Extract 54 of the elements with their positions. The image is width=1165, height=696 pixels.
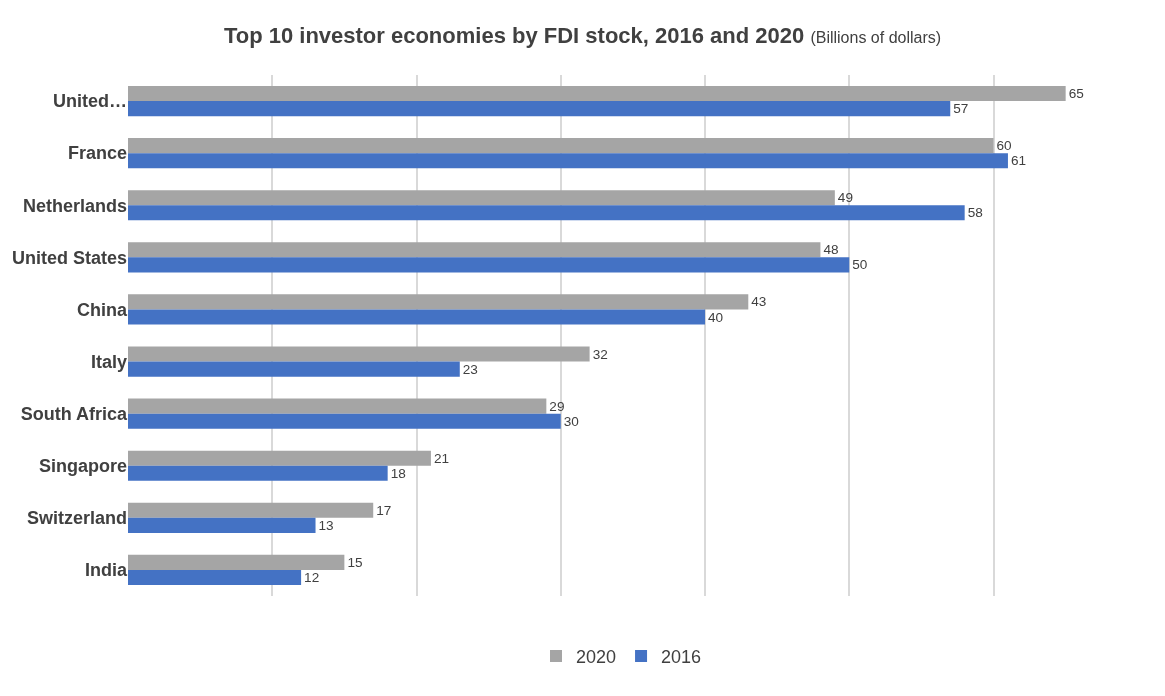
data-label: 58 [967,205,983,221]
data-label: 60 [996,138,1013,154]
data-label: 17 [376,502,392,518]
data-label: 29 [549,398,565,414]
data-label: 30 [563,413,580,429]
y-tick-label: France [67,143,127,164]
bar [128,361,460,377]
y-tick-label: Italy [90,351,127,372]
y-tick-label: Singapore [38,456,127,477]
data-label: 21 [433,450,450,466]
bar [128,190,835,206]
bar [128,413,561,429]
bar [128,205,965,221]
y-tick-label: China [76,299,128,320]
bar [128,398,547,414]
y-tick-label: United… [53,91,127,112]
data-label: 40 [708,309,724,325]
bar [128,85,1066,102]
data-label: 48 [823,242,839,258]
bar [128,257,850,273]
data-label: 50 [852,257,868,273]
bar [128,153,1008,169]
y-tick-label: United States [11,247,127,268]
bar [128,465,388,481]
y-tick-label: Netherlands [22,195,127,216]
data-label: 61 [1010,153,1027,169]
bar [128,346,590,362]
chart-subtitle: (Billions of dollars) [810,29,942,47]
bar [128,517,316,533]
bar [128,138,994,154]
data-label: 49 [837,190,853,206]
bar [128,502,374,518]
y-tick-label: Switzerland [26,508,127,529]
data-label: 15 [347,554,363,570]
legend-label: 2020 [576,646,617,667]
bar [128,569,302,586]
data-label: 18 [390,465,406,481]
legend-label: 2016 [661,646,702,667]
data-label: 23 [462,361,478,377]
data-label: 32 [592,346,608,362]
bar [128,554,345,570]
bar [128,101,951,117]
chart-title: Top 10 investor economies by FDI stock, 2016 and 2020 [223,23,805,49]
data-label: 65 [1068,86,1084,102]
y-tick-label: South Africa [20,403,128,424]
bar [128,294,749,310]
data-label: 43 [751,294,767,310]
y-tick-label: India [84,560,128,581]
data-label: 12 [304,570,320,586]
bar [128,242,821,258]
data-label: 13 [318,517,334,533]
data-label: 57 [953,101,969,117]
bar [128,450,431,466]
bar [128,309,706,325]
